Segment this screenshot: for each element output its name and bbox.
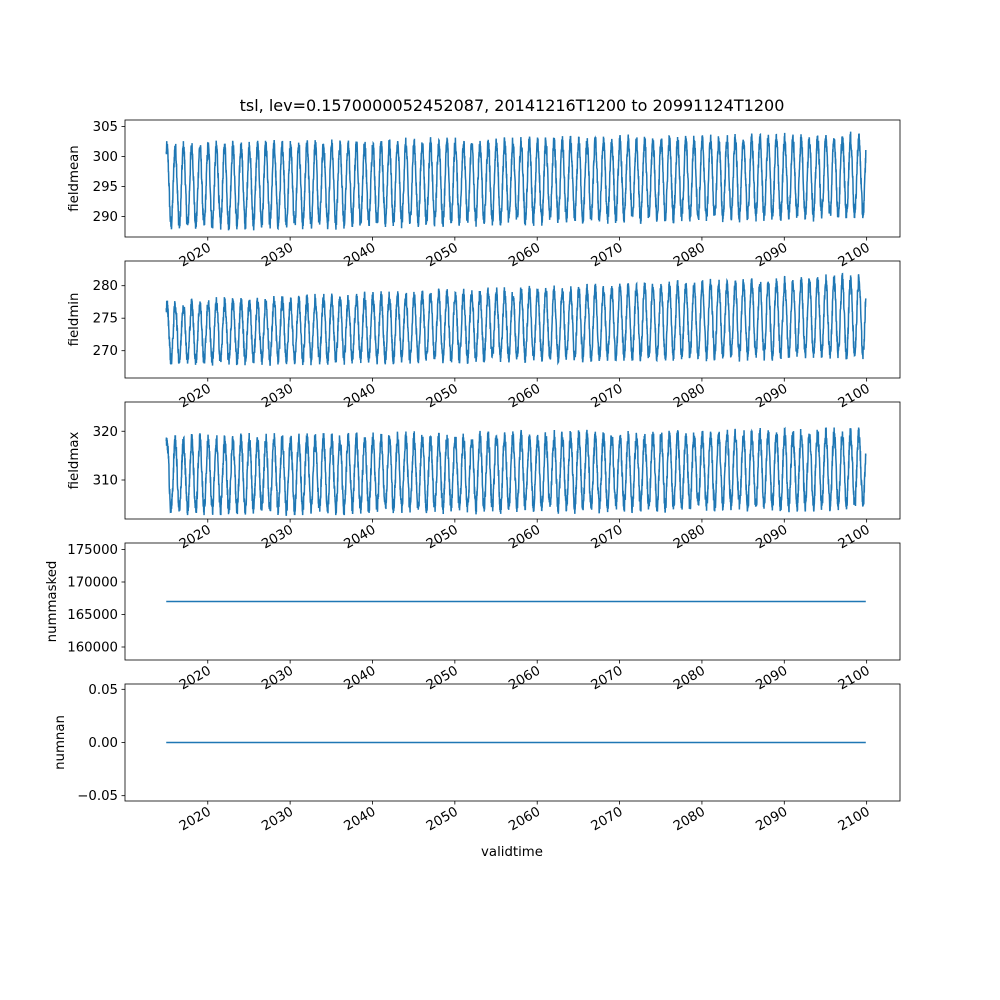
series-line-fieldmean: [165, 131, 867, 231]
y-tick-label: 295: [93, 180, 118, 195]
axes-frame: [124, 542, 901, 661]
x-tick-label: 2020: [177, 804, 214, 834]
x-tick-label: 2090: [753, 804, 790, 834]
x-tick-label: 2080: [671, 381, 708, 411]
x-tick-label: 2030: [259, 522, 296, 552]
x-tick-label: 2070: [589, 240, 626, 270]
y-tick-label: 275: [93, 312, 118, 327]
x-tick-label: 2040: [342, 522, 379, 552]
y-tick-label: 270: [93, 344, 118, 359]
y-axis-label: fieldmax: [67, 432, 82, 490]
panel-nummasked: 160000 165000 170000 175000 nummasked 2020 203…: [45, 542, 901, 693]
y-axis-label: nummasked: [45, 561, 60, 643]
x-tick-label: 2020: [177, 663, 214, 693]
x-axis-label: validtime: [481, 845, 543, 860]
x-tick-label: 2050: [424, 804, 461, 834]
axes-frame: [124, 401, 901, 520]
x-tick-label: 2030: [259, 381, 296, 411]
x-tick-label: 2080: [671, 663, 708, 693]
x-tick-label: 2090: [753, 381, 790, 411]
y-tick-label: 310: [93, 474, 118, 489]
x-tick-label: 2060: [506, 381, 543, 411]
x-tick-label: 2050: [424, 240, 461, 270]
x-tick-label: 2040: [342, 381, 379, 411]
y-axis-label: numnan: [53, 715, 68, 770]
y-tick-label: 300: [93, 150, 118, 165]
panels: 290 295 300 305 fieldmean 2020 2030 2040 2050 206…: [45, 119, 901, 834]
x-tick-label: 2070: [589, 663, 626, 693]
x-tick-label: 2050: [424, 381, 461, 411]
x-tick-label: 2100: [836, 522, 873, 552]
x-tick-label: 2080: [671, 240, 708, 270]
series-line-fieldmin: [165, 272, 867, 366]
x-tick-label: 2060: [506, 240, 543, 270]
y-tick-label: 0.05: [88, 683, 118, 698]
panel-fieldmin: 270 275 280 fieldmin 2020 2030 2040 2050 2060 207…: [67, 260, 901, 411]
x-tick-label: 2040: [342, 240, 379, 270]
y-tick-label: 160000: [67, 641, 118, 656]
x-tick-label: 2070: [589, 381, 626, 411]
y-tick-label: 170000: [67, 576, 118, 591]
y-axis-label: fieldmean: [67, 145, 82, 211]
x-tick-label: 2020: [177, 240, 214, 270]
y-tick-label: 280: [93, 279, 118, 294]
x-tick-label: 2020: [177, 381, 214, 411]
x-tick-label: 2070: [589, 804, 626, 834]
x-tick-label: 2100: [836, 663, 873, 693]
x-tick-label: 2030: [259, 663, 296, 693]
x-tick-label: 2030: [259, 804, 296, 834]
panel-numnan: −0.05 0.00 0.05 numnan 2020 2030 2040 2050 2060 2…: [53, 683, 901, 834]
x-tick-label: 2030: [259, 240, 296, 270]
y-tick-label: 0.00: [88, 736, 118, 751]
axes-frame: [124, 260, 901, 379]
x-tick-label: 2050: [424, 522, 461, 552]
x-tick-label: 2100: [836, 804, 873, 834]
x-tick-label: 2070: [589, 522, 626, 552]
y-tick-label: 165000: [67, 608, 118, 623]
series-line-fieldmax: [165, 426, 867, 516]
y-tick-label: −0.05: [77, 789, 118, 804]
x-tick-label: 2080: [671, 804, 708, 834]
y-tick-label: 290: [93, 210, 118, 225]
x-tick-label: 2060: [506, 663, 543, 693]
y-tick-label: 175000: [67, 543, 118, 558]
y-tick-label: 320: [93, 425, 118, 440]
x-tick-label: 2060: [506, 522, 543, 552]
x-tick-label: 2040: [342, 804, 379, 834]
y-axis-label: fieldmin: [67, 293, 82, 347]
x-tick-label: 2100: [836, 381, 873, 411]
chart-title: tsl, lev=0.1570000052452087, 20141216T12…: [240, 96, 785, 115]
x-tick-label: 2090: [753, 663, 790, 693]
x-tick-label: 2060: [506, 804, 543, 834]
x-tick-label: 2090: [753, 522, 790, 552]
x-tick-label: 2020: [177, 522, 214, 552]
panel-fieldmax: 310 320 fieldmax 2020 2030 2040 2050 2060 2070 20…: [67, 401, 901, 552]
x-tick-label: 2040: [342, 663, 379, 693]
x-tick-label: 2090: [753, 240, 790, 270]
x-tick-label: 2100: [836, 240, 873, 270]
x-tick-label: 2050: [424, 663, 461, 693]
panel-fieldmean: 290 295 300 305 fieldmean 2020 2030 2040 2050 206…: [67, 119, 901, 270]
axes-frame: [124, 119, 901, 238]
x-tick-label: 2080: [671, 522, 708, 552]
y-tick-label: 305: [93, 120, 118, 135]
